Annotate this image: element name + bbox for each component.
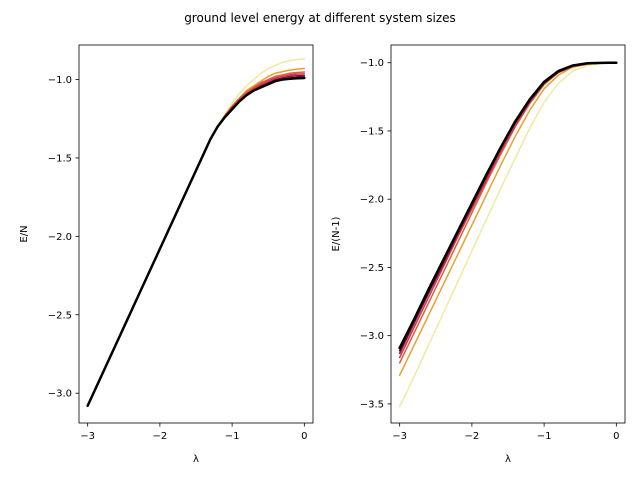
y-tick-label: −1.0 — [48, 75, 72, 86]
x-tick-label: 0 — [613, 431, 619, 442]
y-axis-label: E/(N-1) — [331, 216, 342, 251]
y-tick-label: −1.5 — [48, 153, 72, 164]
series-line-7 — [398, 61, 618, 350]
x-tick-label: −3 — [392, 431, 407, 442]
x-axis-label: λ — [193, 454, 199, 465]
series-lines — [398, 61, 618, 408]
chart-2: −3 −2 −1 0 −3.5 −3.0 −2.5 −2.0 −1.5 −1.0 λ E/(N-1) — [331, 44, 626, 465]
y-tick-label: −3.5 — [360, 399, 384, 410]
x-tick-label: −1 — [225, 431, 240, 442]
x-tick-label: −2 — [465, 431, 480, 442]
y-axis-label: E/N — [19, 225, 30, 242]
y-tick-label: −2.5 — [360, 263, 384, 274]
x-axis-label: λ — [505, 454, 511, 465]
chart-1: −3 −2 −1 0 −3.0 −2.5 −2.0 −1.5 −1.0 λ E/N — [19, 44, 314, 465]
plot-frame — [78, 44, 314, 424]
x-tick-label: −3 — [80, 431, 95, 442]
x-tick-label: −2 — [153, 431, 168, 442]
y-tick-label: −2.5 — [48, 310, 72, 321]
series-line-7 — [86, 76, 306, 407]
chart-panels: −3 −2 −1 0−3.0−2.5−2.0−1.5−1.0λE/N−3 −2 −1 0−3… — [19, 44, 626, 465]
plot-frame — [390, 44, 626, 424]
y-tick-label: −3.0 — [48, 389, 72, 400]
x-tick-label: 0 — [301, 431, 307, 442]
series-lines — [86, 58, 306, 407]
figure-title: ground level energy at different system … — [184, 11, 456, 25]
series-line-1 — [398, 61, 618, 408]
y-tick-label: −1.0 — [360, 58, 384, 69]
y-tick-label: −3.0 — [360, 331, 384, 342]
y-tick-label: −2.0 — [360, 195, 384, 206]
y-tick-label: −1.5 — [360, 126, 384, 137]
y-tick-label: −2.0 — [48, 232, 72, 243]
x-tick-label: −1 — [537, 431, 552, 442]
